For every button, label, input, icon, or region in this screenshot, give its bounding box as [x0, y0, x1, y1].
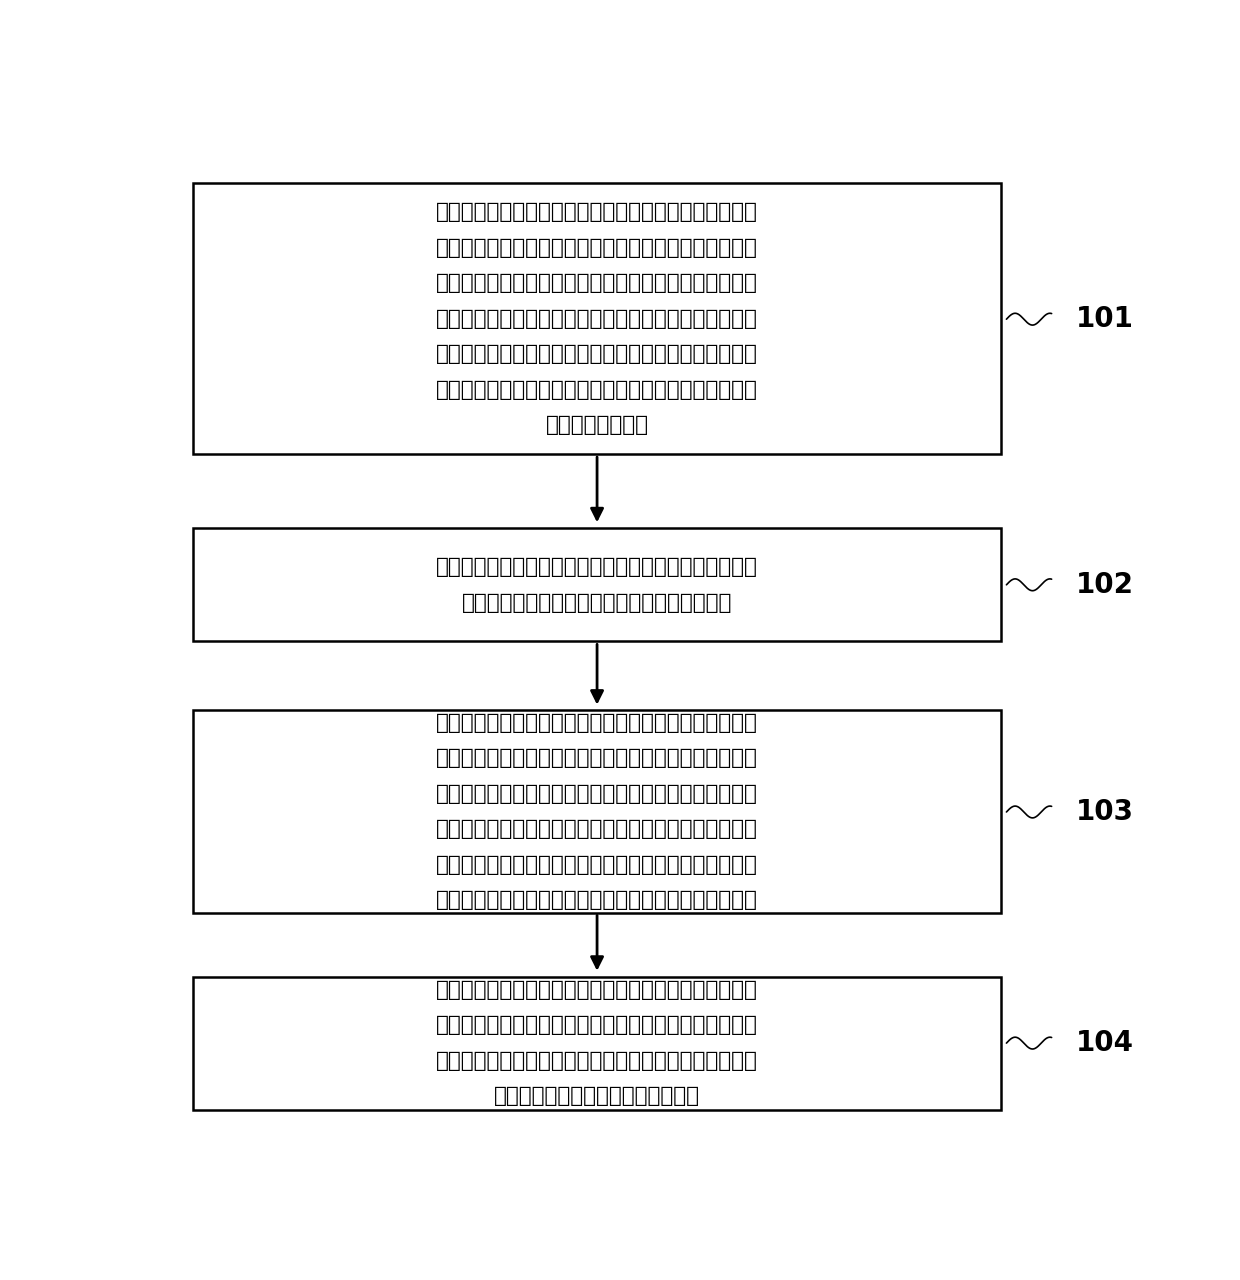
Text: 判断所述功能元件文件数据是否为空，若是，则不需画出: 判断所述功能元件文件数据是否为空，若是，则不需画出 [436, 557, 758, 577]
Text: 线的位置和所述功能元件名称的位置，所述标注线为功能: 线的位置和所述功能元件名称的位置，所述标注线为功能 [436, 1051, 758, 1071]
Text: 据，所述蛋白质的功能元件包括结构域、功能位点、突变: 据，所述蛋白质的功能元件包括结构域、功能位点、突变 [436, 238, 758, 257]
Text: 件中的功能元件位置即是功能元件名称的横坐标最终位置: 件中的功能元件位置即是功能元件名称的横坐标最终位置 [436, 890, 758, 910]
Text: 名称之间相对距离的最小差判断所述相邻功能元件的名称: 名称之间相对距离的最小差判断所述相邻功能元件的名称 [436, 749, 758, 768]
FancyBboxPatch shape [193, 529, 1001, 641]
FancyBboxPatch shape [193, 977, 1001, 1110]
Text: 质长度文件包括：蛋白质起始位置和蛋白质结束位置、蛋: 质长度文件包括：蛋白质起始位置和蛋白质结束位置、蛋 [436, 344, 758, 365]
Text: 点，并将所述蛋白质长度、所述蛋白质功能元件分别保存: 点，并将所述蛋白质长度、所述蛋白质功能元件分别保存 [436, 273, 758, 293]
Text: 根据两个相邻的功能元件的位置的差与所述两个功能元件: 根据两个相邻的功能元件的位置的差与所述两个功能元件 [436, 713, 758, 732]
Text: 元件和所述功能元件名称之间的引线: 元件和所述功能元件名称之间的引线 [494, 1087, 701, 1106]
Text: 根据所述功能元件文件中的功能元件位置、所述功能元件: 根据所述功能元件文件中的功能元件位置、所述功能元件 [436, 980, 758, 1000]
Text: 是否重叠，若是，则根据所述功能元件文件中功能元件位: 是否重叠，若是，则根据所述功能元件文件中功能元件位 [436, 783, 758, 804]
FancyBboxPatch shape [193, 710, 1001, 913]
FancyBboxPatch shape [193, 183, 1001, 454]
Text: 103: 103 [1075, 797, 1133, 826]
Text: 置、功能元件名称: 置、功能元件名称 [546, 415, 649, 435]
Text: 置，功能元件名称之间相对距离的最小差重新确定功能元: 置，功能元件名称之间相对距离的最小差重新确定功能元 [436, 819, 758, 840]
Text: 102: 102 [1075, 571, 1133, 599]
Text: 名称的横坐标最终位置以及所述蛋白质长度文件确定标注: 名称的横坐标最终位置以及所述蛋白质长度文件确定标注 [436, 1015, 758, 1036]
Text: 104: 104 [1075, 1029, 1133, 1057]
Text: 101: 101 [1075, 305, 1133, 333]
Text: 功能元件，若否，则读取所述功能元件文件数据: 功能元件，若否，则读取所述功能元件文件数据 [461, 593, 733, 613]
Text: 至蛋白质长度文本文件、功能元件文本文件中，所述蛋白: 至蛋白质长度文本文件、功能元件文本文件中，所述蛋白 [436, 308, 758, 329]
Text: 件名称的横坐标最终位置，若否，则所述功能元件文本文: 件名称的横坐标最终位置，若否，则所述功能元件文本文 [436, 855, 758, 874]
Text: 白质主体高度，所述功能元件文本文件包括：功能元件位: 白质主体高度，所述功能元件文本文件包括：功能元件位 [436, 380, 758, 399]
Text: 获取蛋白质的长度、蛋白质结构图中的蛋白质功能元件数: 获取蛋白质的长度、蛋白质结构图中的蛋白质功能元件数 [436, 202, 758, 223]
